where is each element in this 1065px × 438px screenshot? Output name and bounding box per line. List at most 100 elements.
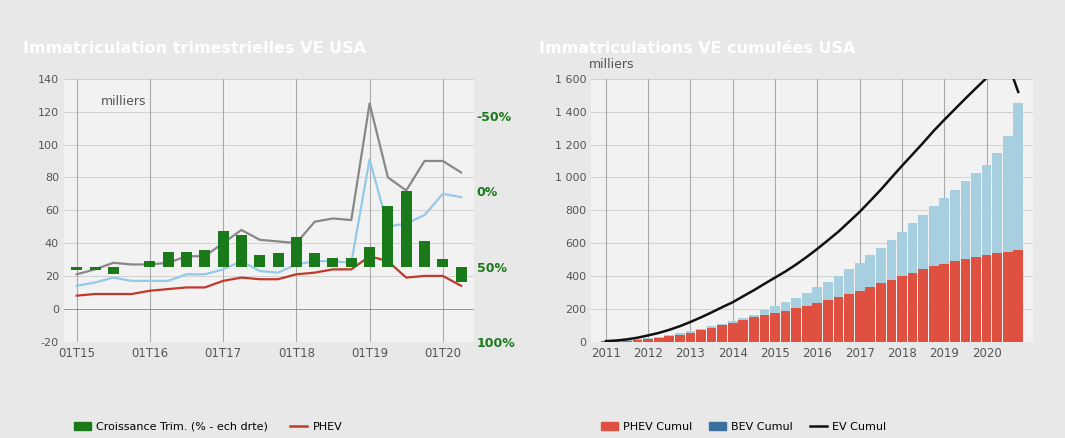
Bar xyxy=(738,318,749,342)
Bar xyxy=(855,291,865,342)
Bar xyxy=(199,250,211,267)
Bar xyxy=(813,287,822,342)
Bar xyxy=(255,254,265,267)
Text: milliers: milliers xyxy=(589,58,635,71)
Bar xyxy=(622,341,632,342)
Bar xyxy=(686,331,695,342)
Bar xyxy=(918,215,928,342)
Bar xyxy=(845,269,854,342)
Bar xyxy=(633,340,642,342)
Bar xyxy=(929,206,938,342)
Bar xyxy=(759,311,769,342)
Bar xyxy=(823,300,833,342)
Bar xyxy=(665,336,674,342)
Bar xyxy=(727,323,738,342)
Bar xyxy=(749,314,758,342)
Bar xyxy=(749,317,758,342)
Bar xyxy=(697,328,706,342)
Bar xyxy=(309,253,321,267)
Bar xyxy=(834,276,843,342)
Bar xyxy=(718,324,727,342)
Bar xyxy=(328,258,339,267)
Bar xyxy=(1014,103,1023,342)
Bar xyxy=(718,325,727,342)
Bar xyxy=(1003,251,1013,342)
Bar xyxy=(961,181,970,342)
Bar xyxy=(108,267,119,274)
Bar xyxy=(939,198,949,342)
Bar xyxy=(791,298,801,342)
Bar xyxy=(813,303,822,342)
Bar xyxy=(759,315,769,342)
Text: Immatriculations VE cumulées USA: Immatriculations VE cumulées USA xyxy=(539,41,855,57)
Bar xyxy=(875,248,886,342)
Bar xyxy=(665,335,674,342)
Bar xyxy=(654,338,663,342)
Bar xyxy=(675,335,685,342)
Bar xyxy=(781,302,790,342)
Bar xyxy=(611,341,621,342)
Bar xyxy=(791,308,801,342)
Bar xyxy=(291,237,301,267)
Bar xyxy=(707,326,717,342)
Bar xyxy=(686,332,695,342)
Bar xyxy=(855,263,865,342)
Bar xyxy=(346,258,357,267)
Bar xyxy=(897,232,906,342)
Bar xyxy=(875,283,886,342)
Legend: PHEV Cumul, BEV Cumul, EV Cumul: PHEV Cumul, BEV Cumul, EV Cumul xyxy=(596,417,890,436)
Bar xyxy=(961,259,970,342)
Bar xyxy=(982,254,992,342)
Text: milliers: milliers xyxy=(101,95,146,108)
Bar xyxy=(907,223,917,342)
Bar xyxy=(897,276,906,342)
Bar xyxy=(845,294,854,342)
Bar xyxy=(707,328,717,342)
Bar xyxy=(770,306,780,342)
Bar xyxy=(419,241,430,267)
Bar xyxy=(675,333,685,342)
Bar xyxy=(738,320,749,342)
Bar xyxy=(145,261,155,267)
Bar xyxy=(217,230,229,267)
Text: Immatriculation trimestrielles VE USA: Immatriculation trimestrielles VE USA xyxy=(23,41,366,57)
Bar xyxy=(236,235,247,267)
Bar xyxy=(770,313,780,342)
Bar xyxy=(982,165,992,342)
Bar xyxy=(163,251,174,267)
Bar xyxy=(1003,136,1013,342)
Bar xyxy=(643,338,653,342)
Bar xyxy=(781,311,790,342)
Bar xyxy=(633,339,642,342)
Bar xyxy=(823,282,833,342)
Bar xyxy=(886,279,897,342)
Bar xyxy=(802,293,812,342)
Bar xyxy=(866,287,875,342)
Bar xyxy=(993,153,1002,342)
Bar xyxy=(907,272,917,342)
Bar xyxy=(438,259,448,267)
Bar xyxy=(929,266,938,342)
Bar xyxy=(364,247,375,267)
Bar xyxy=(950,190,960,342)
Bar xyxy=(918,269,928,342)
Bar xyxy=(89,267,100,269)
Bar xyxy=(71,267,82,269)
Bar xyxy=(697,331,706,342)
Bar xyxy=(622,340,632,342)
Bar xyxy=(802,306,812,342)
Bar xyxy=(654,337,663,342)
Bar xyxy=(993,253,1002,342)
Bar xyxy=(611,341,621,342)
Bar xyxy=(400,191,412,267)
Bar xyxy=(1014,250,1023,342)
Bar xyxy=(886,240,897,342)
Bar xyxy=(273,253,283,267)
Bar xyxy=(950,261,960,342)
Bar xyxy=(181,251,192,267)
Bar xyxy=(643,339,653,342)
Bar xyxy=(382,206,393,267)
Bar xyxy=(834,297,843,342)
Bar xyxy=(971,173,981,342)
Bar xyxy=(971,257,981,342)
